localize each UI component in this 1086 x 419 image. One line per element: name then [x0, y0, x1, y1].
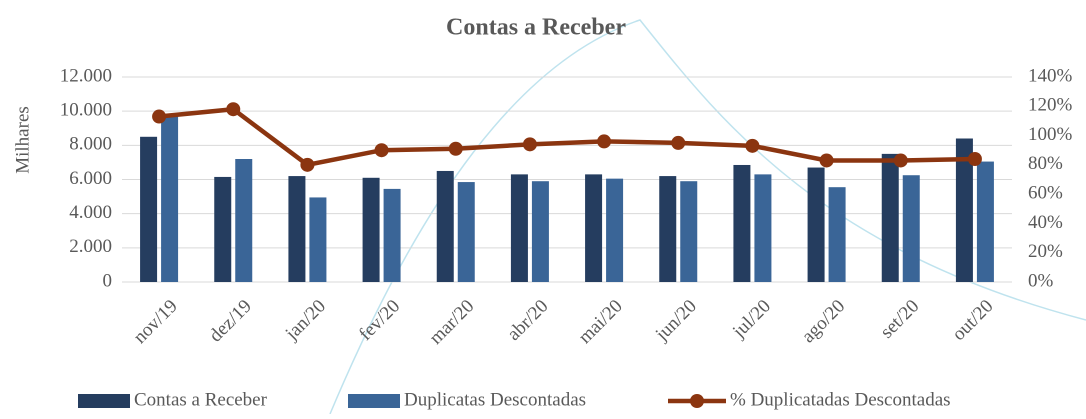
bar: [881, 153, 899, 282]
y-tick-label: 2.000: [69, 236, 112, 257]
bar: [288, 176, 306, 282]
x-tick-label: set/20: [876, 296, 923, 343]
bar: [235, 159, 253, 282]
x-tick-label: ago/20: [798, 296, 849, 347]
line-marker: [448, 141, 463, 156]
bar: [214, 176, 232, 282]
y2-tick-label: 40%: [1028, 212, 1063, 233]
y-tick-label: 4.000: [69, 202, 112, 223]
legend-marker: [690, 394, 704, 408]
bar: [659, 176, 677, 282]
y-axis-label: Milhares: [12, 106, 33, 174]
legend-label: Contas a Receber: [134, 389, 268, 410]
line-marker: [226, 102, 241, 117]
line-marker: [893, 153, 908, 168]
line-marker: [522, 137, 537, 152]
x-tick-label: mar/20: [425, 296, 478, 349]
x-tick-label: abr/20: [503, 296, 552, 345]
bar: [457, 182, 475, 282]
y-tick-label: 0: [103, 270, 113, 291]
line-marker: [745, 138, 760, 153]
line-marker: [152, 109, 167, 124]
chart-title: Contas a Receber: [446, 15, 626, 41]
bar: [955, 138, 973, 282]
bar: [976, 161, 994, 282]
x-tick-label: fev/20: [355, 296, 404, 345]
bar: [140, 136, 158, 282]
line-marker: [300, 157, 315, 172]
x-tick-label: dez/19: [205, 296, 256, 347]
bar: [383, 188, 401, 282]
legend-label: % Duplicatadas Descontadas: [730, 389, 951, 410]
y2-tick-label: 120%: [1028, 95, 1073, 116]
bar: [161, 116, 179, 283]
bar: [807, 167, 825, 282]
bar: [902, 175, 920, 282]
x-tick-label: jan/20: [281, 296, 330, 345]
background-curve: [329, 19, 1086, 415]
x-tick-label: jul/20: [728, 296, 775, 343]
y-tick-label: 8.000: [69, 134, 112, 155]
line-marker: [597, 134, 612, 149]
y-tick-label: 12.000: [60, 65, 112, 86]
y2-tick-label: 60%: [1028, 183, 1063, 204]
bar: [680, 181, 698, 282]
y2-tick-label: 0%: [1028, 270, 1054, 291]
line: [158, 106, 975, 168]
y2-tick-label: 140%: [1028, 65, 1073, 86]
y-tick-label: 10.000: [60, 100, 112, 121]
y2-tick-label: 20%: [1028, 241, 1063, 262]
line-marker: [374, 143, 389, 158]
bar: [754, 174, 772, 282]
bar: [510, 174, 528, 282]
y2-tick-label: 80%: [1028, 153, 1063, 174]
legend-label: Duplicatas Descontadas: [404, 389, 586, 410]
line-marker: [819, 153, 834, 168]
legend-swatch: [78, 394, 130, 408]
line-marker: [967, 152, 982, 166]
bar: [585, 174, 603, 282]
line-marker: [671, 135, 686, 150]
x-tick-label: out/20: [948, 296, 997, 345]
bar: [531, 181, 549, 282]
bar: [733, 164, 751, 282]
bar: [606, 178, 624, 282]
y-tick-label: 6.000: [69, 168, 112, 189]
bar: [362, 177, 380, 282]
x-tick-label: mai/20: [575, 296, 627, 348]
bar: [828, 187, 846, 282]
x-tick-label: jun/20: [651, 296, 701, 346]
y2-tick-label: 100%: [1028, 124, 1073, 145]
bar: [436, 170, 454, 282]
x-tick-label: nov/19: [130, 296, 182, 348]
bar: [309, 197, 327, 282]
legend-swatch: [348, 394, 400, 408]
